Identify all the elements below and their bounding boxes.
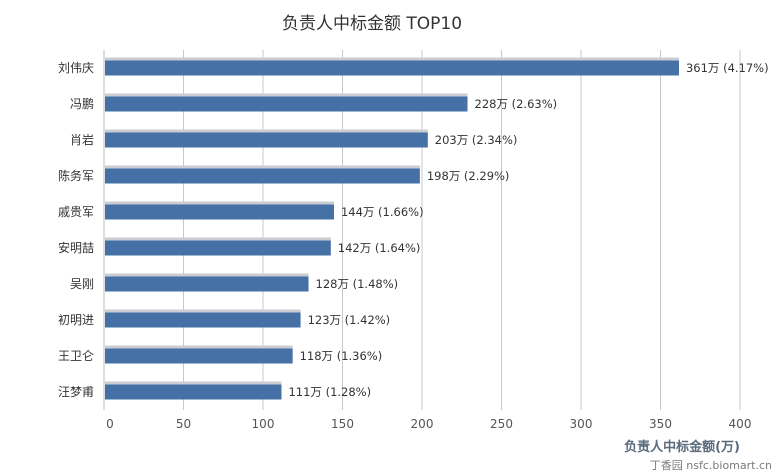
data-label: 111万 (1.28%) [288,385,371,399]
category-label: 王卫仑 [58,349,94,363]
bar[interactable] [105,96,468,112]
bar[interactable] [105,168,420,184]
x-tick-label: 400 [729,417,752,431]
category-label: 陈务军 [58,168,94,183]
data-label: 128万 (1.48%) [316,277,399,291]
x-tick-label: 250 [490,417,513,431]
bar[interactable] [105,132,428,148]
x-tick-label: 300 [570,417,593,431]
data-label: 198万 (2.29%) [427,169,510,183]
category-label: 刘伟庆 [58,61,94,75]
category-label: 汪梦甫 [58,385,94,399]
data-label: 144万 (1.66%) [341,205,424,219]
x-tick-label: 200 [411,417,434,431]
data-label: 203万 (2.34%) [435,133,518,147]
category-label: 肖岩 [70,132,94,147]
bar[interactable] [105,312,301,328]
x-tick-label: 150 [331,417,354,431]
bar[interactable] [105,204,334,220]
data-label: 142万 (1.64%) [338,241,421,255]
category-label: 冯鹏 [70,97,94,111]
bar[interactable] [105,60,679,76]
x-axis-title: 负责人中标金额(万) [624,439,740,455]
data-labels: 361万 (4.17%) 228万 (2.63%) 203万 (2.34%) 198万… [288,61,768,399]
watermark: 丁香园 nsfc.biomart.cn [650,459,772,472]
data-label: 123万 (1.42%) [308,313,391,327]
bar[interactable] [105,348,293,364]
category-label: 初明进 [58,313,94,327]
x-tick-label: 50 [176,417,191,431]
bar[interactable] [105,240,331,256]
category-label: 安明喆 [58,240,94,255]
data-label: 228万 (2.63%) [475,97,558,111]
category-label: 吴刚 [70,277,94,291]
bars [105,57,679,400]
data-label: 118万 (1.36%) [300,349,383,363]
data-label: 361万 (4.17%) [686,61,769,75]
x-tick-label: 0 [106,417,114,431]
x-axis-ticks: 0 50 100 150 200 250 300 350 400 [106,417,751,431]
chart-title: 负责人中标金额 TOP10 [282,14,462,34]
category-label: 戚贵军 [58,205,94,219]
bar[interactable] [105,384,282,400]
bar[interactable] [105,276,309,292]
x-tick-label: 100 [252,417,275,431]
x-tick-label: 350 [649,417,672,431]
